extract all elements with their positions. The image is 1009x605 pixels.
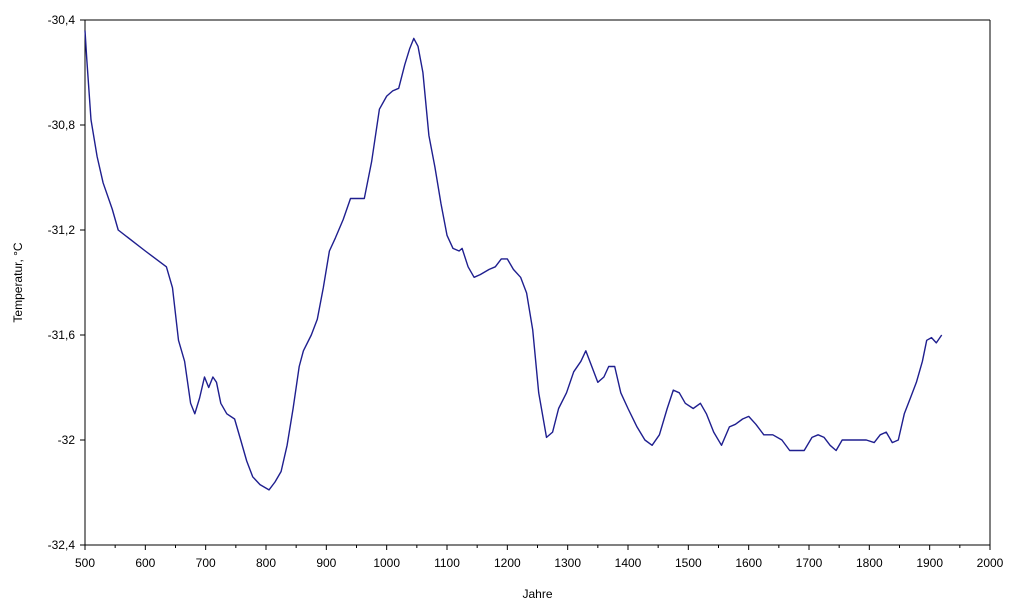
x-tick-label: 2000 bbox=[977, 556, 1004, 570]
x-tick-label: 1400 bbox=[615, 556, 642, 570]
x-tick-labels: 500 600 700 800 900 1000 1100 1200 1300 1400 1500 1… bbox=[75, 556, 1004, 570]
x-tick-label: 500 bbox=[75, 556, 95, 570]
y-tick-label: -31,6 bbox=[48, 328, 76, 342]
x-tick-label: 900 bbox=[316, 556, 336, 570]
y-tick-label: -32,4 bbox=[48, 538, 76, 552]
y-tick-labels: -30,4 -30,8 -31,2 -31,6 -32 -32,4 bbox=[48, 13, 76, 552]
x-tick-label: 700 bbox=[196, 556, 216, 570]
x-tick-label: 1200 bbox=[494, 556, 521, 570]
series-line bbox=[84, 30, 943, 491]
x-tick-label: 1500 bbox=[675, 556, 702, 570]
y-tick-label: -30,4 bbox=[48, 13, 76, 27]
y-tick-label: -32 bbox=[58, 433, 76, 447]
series-lines bbox=[84, 30, 943, 491]
axes bbox=[80, 19, 991, 550]
x-tick-label: 1600 bbox=[735, 556, 762, 570]
x-axis-title: Jahre bbox=[522, 587, 552, 601]
y-axis-title: Temperatur, °C bbox=[11, 242, 25, 322]
x-tick-label: 1700 bbox=[796, 556, 823, 570]
y-tick-label: -30,8 bbox=[48, 118, 76, 132]
x-tick-label: 600 bbox=[135, 556, 155, 570]
x-tick-label: 1100 bbox=[434, 556, 460, 570]
x-tick-label: 1800 bbox=[856, 556, 883, 570]
y-tick-label: -31,2 bbox=[48, 223, 76, 237]
x-tick-label: 1900 bbox=[916, 556, 943, 570]
x-tick-label: 1300 bbox=[554, 556, 581, 570]
x-tick-label: 1000 bbox=[373, 556, 400, 570]
x-tick-label: 800 bbox=[256, 556, 276, 570]
